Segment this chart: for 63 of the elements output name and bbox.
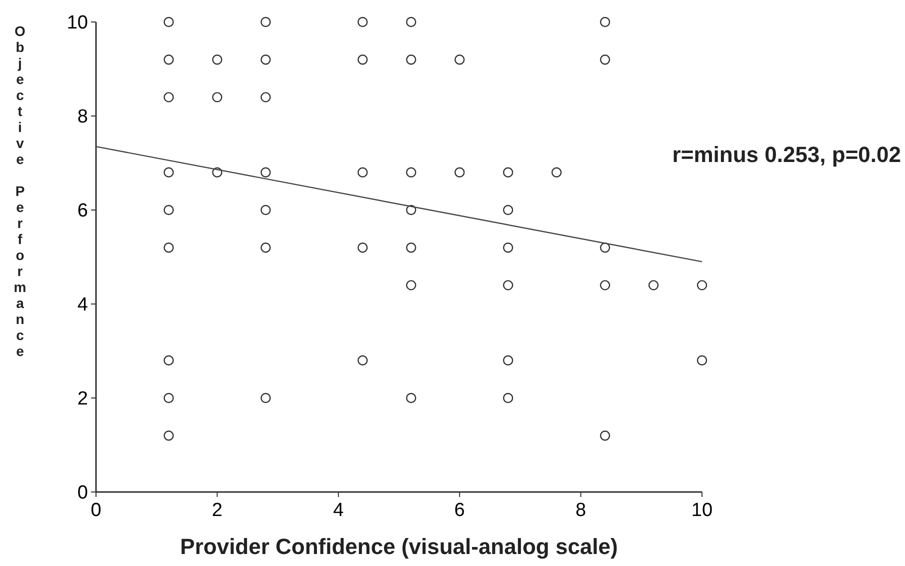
- point: [164, 92, 174, 102]
- point: [164, 167, 174, 178]
- point: [260, 392, 271, 404]
- point: [648, 280, 659, 290]
- point: [551, 167, 562, 178]
- point: [358, 16, 368, 28]
- point: [696, 280, 708, 290]
- y-tick-label: 6: [77, 200, 88, 222]
- y-tick-label: 2: [77, 388, 88, 410]
- point: [358, 355, 368, 366]
- point: [406, 242, 416, 253]
- annotation: r=minus 0.253, p=0.02: [672, 142, 901, 167]
- x-axis-title: Provider Confidence (visual-analog scale): [180, 534, 618, 559]
- point: [260, 54, 271, 65]
- point: [358, 167, 368, 178]
- point: [406, 280, 416, 290]
- point: [502, 167, 514, 178]
- point: [502, 355, 514, 366]
- point: [406, 204, 416, 216]
- point: [502, 204, 514, 216]
- x-tick-label: 6: [454, 500, 465, 521]
- point: [406, 167, 416, 178]
- point: [212, 167, 222, 178]
- point: [502, 392, 514, 404]
- y-tick-label: 8: [77, 106, 88, 128]
- point: [600, 430, 610, 441]
- point: [260, 167, 271, 178]
- text: Objective Performance: [14, 23, 26, 359]
- point: [600, 16, 610, 28]
- y-tick-label: 0: [77, 482, 88, 504]
- point: [260, 242, 271, 253]
- point: [696, 355, 708, 366]
- point: [600, 280, 610, 290]
- point: [600, 242, 610, 253]
- x-tick-label: 4: [333, 500, 344, 521]
- point: [164, 54, 174, 65]
- y-tick-label: 10: [66, 12, 88, 34]
- point: [600, 54, 610, 65]
- point: [454, 54, 465, 65]
- point: [164, 392, 174, 404]
- point: [502, 280, 514, 290]
- x-tick-label: 8: [576, 500, 586, 521]
- point: [260, 204, 271, 216]
- point: [164, 16, 174, 28]
- point: [164, 355, 174, 366]
- point: [406, 54, 416, 65]
- point: [454, 167, 465, 178]
- point: [260, 16, 271, 28]
- point: [502, 242, 514, 253]
- x-tick-label: 0: [90, 500, 102, 521]
- y-tick-label: 4: [77, 294, 88, 316]
- point: [212, 54, 222, 65]
- point: [164, 242, 174, 253]
- point: [358, 54, 368, 65]
- x-tick-label: 10: [691, 500, 713, 521]
- point: [164, 430, 174, 441]
- x-tick-label: 2: [212, 500, 222, 521]
- point: [358, 242, 368, 253]
- point: [406, 16, 416, 28]
- point: [260, 92, 271, 102]
- point: [212, 92, 222, 102]
- point: [164, 204, 174, 216]
- point: [406, 392, 416, 404]
